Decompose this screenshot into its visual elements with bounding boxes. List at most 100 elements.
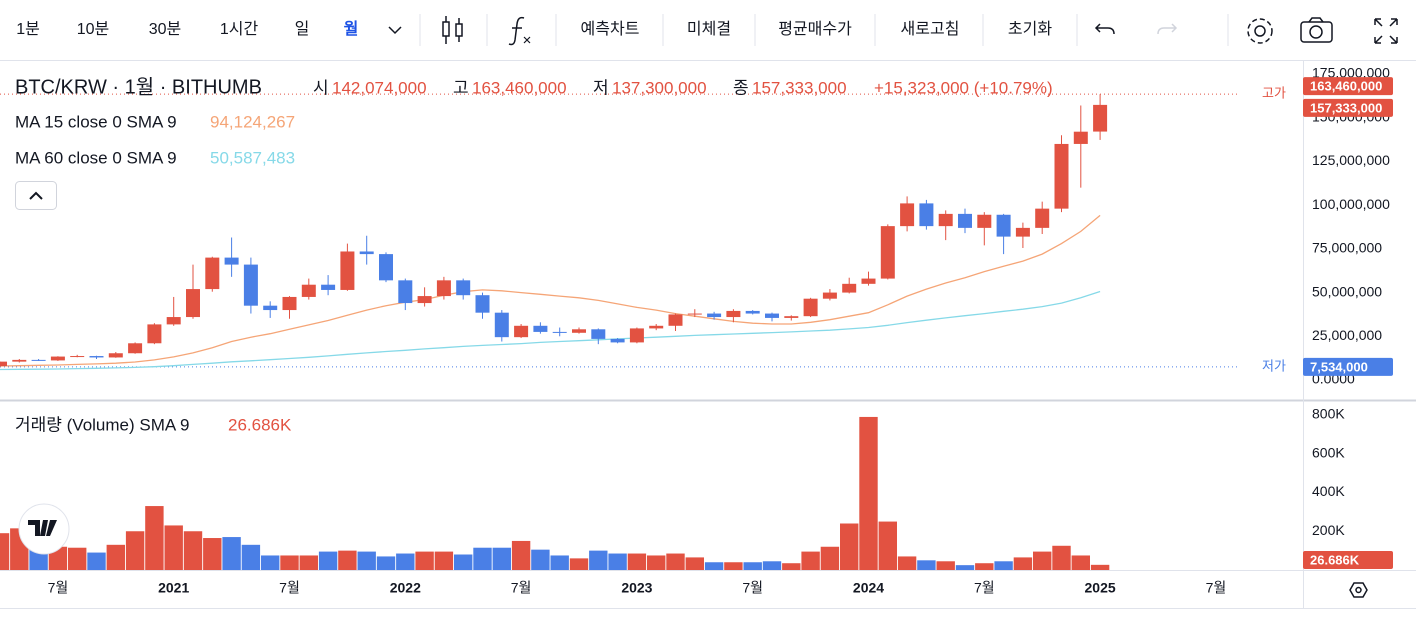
volume-bar (743, 562, 762, 570)
volume-bar (724, 562, 743, 570)
candle-body (263, 305, 278, 311)
fullscreen-icon[interactable] (1374, 18, 1398, 44)
volume-bar (125, 531, 145, 570)
last-price-text: 157,333,000 (1310, 100, 1382, 115)
indicator-icon[interactable] (508, 16, 531, 46)
volume-bar (666, 553, 685, 570)
high-price-text: 163,460,000 (1310, 79, 1382, 94)
candle-body (128, 343, 143, 354)
candle-body (494, 312, 509, 338)
volume-bar (1090, 564, 1110, 570)
volume-bar (878, 521, 897, 570)
toolbar-button[interactable]: 미체결 (687, 20, 731, 38)
volume-bar (917, 560, 936, 570)
y-tick-label: 100,000,000 (1312, 196, 1390, 212)
volume-bar (550, 555, 569, 570)
candle-body (475, 295, 490, 313)
candle-body (610, 338, 625, 343)
candle-body (552, 331, 567, 333)
candle-body (12, 359, 27, 362)
volume-legend-name: 거래량 (Volume) SMA 9 (15, 415, 189, 434)
x-tick-label: 2023 (621, 580, 652, 596)
y2-tick-label: 400K (1312, 483, 1345, 499)
volume-bar (241, 544, 261, 570)
candle-body (359, 251, 374, 255)
candle-body (50, 356, 65, 361)
settings-hex-icon[interactable] (1349, 582, 1368, 598)
interval-button[interactable]: 일 (295, 20, 310, 38)
toolbar-button[interactable]: 예측차트 (581, 20, 640, 38)
candle-body (784, 316, 799, 318)
last-volume-text: 26.686K (1310, 552, 1360, 567)
ohlc-value: 163,460,000 (472, 78, 567, 97)
candle-body (224, 257, 239, 265)
volume-bar (897, 556, 917, 570)
x-tick-label: 2025 (1085, 580, 1116, 596)
candle-body (919, 203, 934, 227)
candle-body (282, 296, 297, 311)
candle-body (668, 314, 683, 326)
x-tick-label: 7월 (511, 580, 532, 596)
volume-bar (280, 555, 299, 570)
ma-legend-name: MA 60 close 0 SMA 9 (15, 148, 177, 167)
candle-body (977, 214, 992, 228)
volume-bar (318, 551, 338, 570)
volume-bar (647, 555, 666, 570)
candle-body (186, 289, 200, 318)
interval-button[interactable]: 10분 (77, 21, 110, 38)
volume-bar (396, 553, 415, 570)
screenshot-icon[interactable] (1300, 17, 1333, 43)
candle-body (398, 280, 413, 304)
interval-button-active[interactable]: 월 (344, 20, 359, 38)
volume-bar (511, 540, 531, 570)
toolbar-button[interactable]: 초기화 (1008, 20, 1052, 38)
volume-bar (704, 562, 724, 570)
settings-icon[interactable] (1247, 18, 1273, 44)
interval-button[interactable]: 1분 (16, 21, 40, 38)
redo-icon[interactable] (1157, 23, 1178, 35)
collapse-button[interactable] (15, 181, 57, 210)
candle-body (166, 317, 181, 325)
last-volume-box (1303, 551, 1393, 569)
chart-type-icon[interactable] (442, 16, 463, 44)
interval-button[interactable]: 1시간 (220, 20, 259, 38)
candle-body (436, 280, 451, 297)
ma-legend-name: MA 15 close 0 SMA 9 (15, 112, 177, 131)
candle-body (958, 213, 972, 228)
price-change: +15,323,000 (+10.79%) (874, 78, 1053, 97)
x-tick-label: 2024 (853, 580, 884, 596)
candle-body (842, 283, 857, 293)
volume-bar (203, 538, 222, 570)
overlay: BTC/KRW · 1월 · BITHUMB 시 142,074,000 고 1… (15, 65, 1393, 598)
volume-bar (492, 547, 511, 570)
candle-body (1054, 143, 1069, 209)
ma-line (0, 290, 1101, 371)
candle-body (89, 356, 104, 358)
toolbar-button[interactable]: 새로고침 (901, 20, 960, 38)
candle-body (533, 325, 548, 332)
volume-bar (183, 531, 203, 570)
volume-bar (627, 553, 647, 570)
volume-bar (994, 561, 1013, 570)
volume-bar (222, 537, 241, 570)
toolbar-button[interactable]: 평균매수가 (778, 20, 852, 38)
volume-bar (145, 506, 164, 570)
ohlc-value: 142,074,000 (332, 78, 427, 97)
volume-bar (454, 554, 473, 570)
volume-bar (357, 551, 376, 570)
candle-body (572, 329, 586, 333)
y-tick-label: 175,000,000 (1312, 65, 1390, 81)
candle-body (649, 325, 664, 329)
candle-body (803, 298, 818, 317)
volume-bar (1013, 557, 1033, 570)
interval-dropdown[interactable] (388, 26, 402, 35)
high-label: 고가 (1262, 86, 1286, 101)
candle-body (1035, 208, 1050, 228)
interval-button[interactable]: 30분 (149, 21, 182, 38)
candle-body (745, 310, 760, 314)
y-tick-label: 50,000,000 (1312, 283, 1382, 299)
undo-icon[interactable] (1094, 23, 1115, 35)
candle-body (996, 214, 1011, 237)
low-price-text: 7,534,000 (1310, 359, 1368, 374)
toolbar: 1분 10분 30분 1시간 일 월 예측차트 미체결 평균매수가 새로고침 초… (16, 14, 1398, 46)
